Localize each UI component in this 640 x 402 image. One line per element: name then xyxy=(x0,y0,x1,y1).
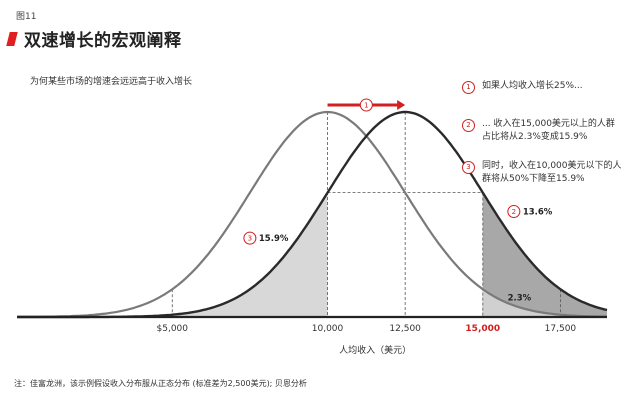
distribution-curve-1 xyxy=(17,110,608,318)
annotation-value-1: 15.9% xyxy=(259,234,289,244)
x-tick-label: $5,000 xyxy=(157,324,189,334)
annotation-badge-2 xyxy=(507,205,521,218)
x-axis-title: 人均收入（美元） xyxy=(339,344,411,356)
annotation-number-2: 2 xyxy=(512,208,516,216)
note-2-text: ... 收入在15,000美元以上的人群占比将从2.3%变成15.9% xyxy=(482,119,615,142)
x-tick-label: 12,500 xyxy=(389,324,421,334)
annotation-value-3: 2.3% xyxy=(508,294,532,304)
shift-arrow-number: 1 xyxy=(364,102,368,110)
figure-label: 图11 xyxy=(16,12,37,22)
footnote: 注：佳富龙洲，该示例假设收入分布服从正态分布 (标准差为2,500美元); 贝恩… xyxy=(14,379,307,388)
shift-arrow-head xyxy=(397,100,406,110)
page-title: 双速增长的宏观阐释 xyxy=(24,31,182,51)
x-tick-label: 17,500 xyxy=(545,324,577,334)
note-1-number: 1 xyxy=(462,81,475,94)
x-tick-label: 10,000 xyxy=(312,324,344,334)
shaded-region-2 xyxy=(482,192,607,317)
title-row: 双速增长的宏观阐释 xyxy=(6,26,182,51)
annotation-value-2: 13.6% xyxy=(523,208,553,218)
note-3: 3 同时，收入在10,000美元以下的人群将从50%下降至15.9% xyxy=(462,160,622,186)
x-tick-label: 15,000 xyxy=(465,324,500,334)
annotation-number-1: 3 xyxy=(248,235,252,243)
annotation-badge-1 xyxy=(243,231,257,245)
note-1-text: 如果人均收入增长25%... xyxy=(482,81,583,91)
shaded-region-3 xyxy=(482,289,607,317)
note-3-number: 3 xyxy=(462,161,475,174)
note-2: 2 ... 收入在15,000美元以上的人群占比将从2.3%变成15.9% xyxy=(462,118,622,144)
note-3-text: 同时，收入在10,000美元以下的人群将从50%下降至15.9% xyxy=(482,161,622,184)
chart-subtitle: 为何某些市场的增速会远远高于收入增长 xyxy=(30,77,193,87)
note-1: 1 如果人均收入增长25%... xyxy=(462,80,622,94)
shift-arrow-badge xyxy=(359,98,373,112)
note-2-number: 2 xyxy=(462,119,475,132)
shaded-region-1 xyxy=(17,192,328,317)
